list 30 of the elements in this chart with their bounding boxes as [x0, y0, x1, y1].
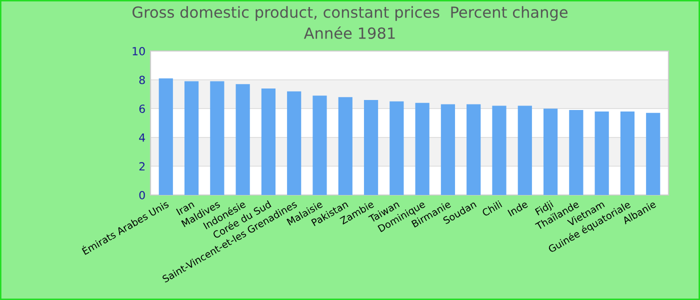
bar	[158, 78, 173, 195]
bar	[543, 108, 558, 195]
bar	[184, 81, 199, 195]
x-tick-label: Inde	[507, 200, 528, 216]
bar	[466, 104, 481, 195]
y-tick-label: 4	[139, 134, 146, 142]
y-tick-label: 0	[139, 190, 145, 200]
chart-title: Gross domestic product, constant prices Percent change	[132, 6, 568, 21]
bar	[492, 106, 506, 195]
bar	[236, 84, 250, 195]
y-tick-label: 10	[132, 46, 145, 56]
bar	[364, 100, 378, 195]
bar	[338, 97, 352, 195]
bar	[518, 106, 532, 195]
bar	[415, 102, 430, 195]
bar	[390, 101, 404, 195]
bar	[210, 81, 224, 195]
bar	[287, 91, 302, 195]
bar	[646, 112, 660, 195]
y-tick-label: 8	[139, 76, 145, 84]
chart-subtitle: Année 1981	[304, 26, 395, 39]
x-tick-label: Chili	[481, 200, 502, 217]
bar	[569, 110, 584, 195]
bar	[620, 111, 635, 195]
y-tick-label: 2	[139, 162, 145, 170]
bar	[312, 96, 327, 195]
y-tick-label: 6	[139, 104, 145, 113]
bar	[440, 104, 456, 195]
bar	[261, 88, 276, 195]
bar	[594, 111, 609, 195]
